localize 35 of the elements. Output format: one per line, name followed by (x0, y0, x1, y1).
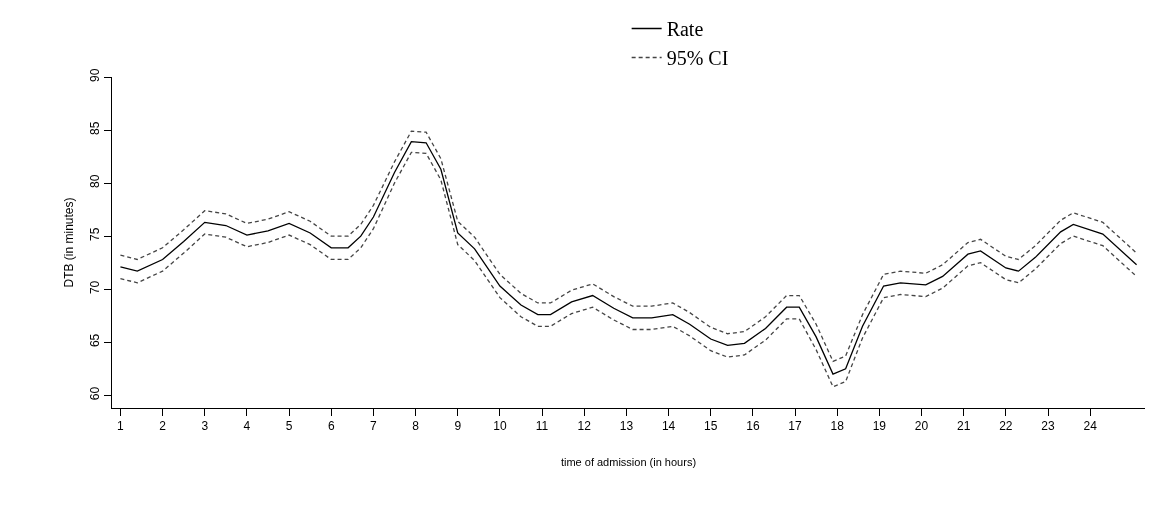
x-tick-label: 9 (454, 419, 462, 434)
x-tick-label: 5 (285, 419, 293, 434)
y-tick-label: 65 (88, 333, 103, 348)
x-tick-label: 17 (788, 419, 803, 434)
legend-label: 95% CI (666, 47, 729, 70)
x-tick-label: 11 (535, 419, 549, 434)
x-tick-label: 15 (704, 419, 718, 434)
x-tick-label: 22 (999, 419, 1013, 434)
x-tick-label: 23 (1041, 419, 1056, 434)
y-tick-label: 90 (88, 68, 103, 82)
x-tick-label: 4 (243, 419, 251, 434)
x-tick-label: 3 (201, 419, 209, 434)
y-tick-label: 60 (88, 386, 103, 401)
x-tick-label: 8 (412, 419, 420, 434)
x-tick-label: 19 (872, 419, 887, 434)
y-tick-label: 85 (88, 121, 103, 135)
x-tick-label: 12 (577, 419, 592, 434)
x-tick-label: 7 (370, 419, 378, 434)
legend-label: Rate (666, 18, 704, 41)
x-tick-label: 2 (159, 419, 167, 434)
x-tick-label: 20 (914, 419, 929, 434)
x-axis-title: time of admission (in hours) (560, 455, 697, 468)
x-tick-label: 10 (493, 419, 507, 434)
y-tick-label: 80 (88, 174, 103, 188)
x-tick-label: 24 (1083, 419, 1098, 434)
x-tick-label: 6 (327, 419, 335, 434)
x-tick-label: 14 (661, 419, 676, 434)
x-tick-label: 16 (746, 419, 760, 434)
x-tick-label: 13 (619, 419, 634, 434)
x-tick-label: 1 (117, 419, 125, 434)
x-tick-label: 18 (830, 419, 845, 434)
y-tick-label: 70 (88, 280, 103, 295)
x-tick-label: 21 (957, 419, 971, 434)
y-tick-label: 75 (88, 227, 103, 242)
y-axis-title: DTB (in minutes) (61, 197, 76, 288)
